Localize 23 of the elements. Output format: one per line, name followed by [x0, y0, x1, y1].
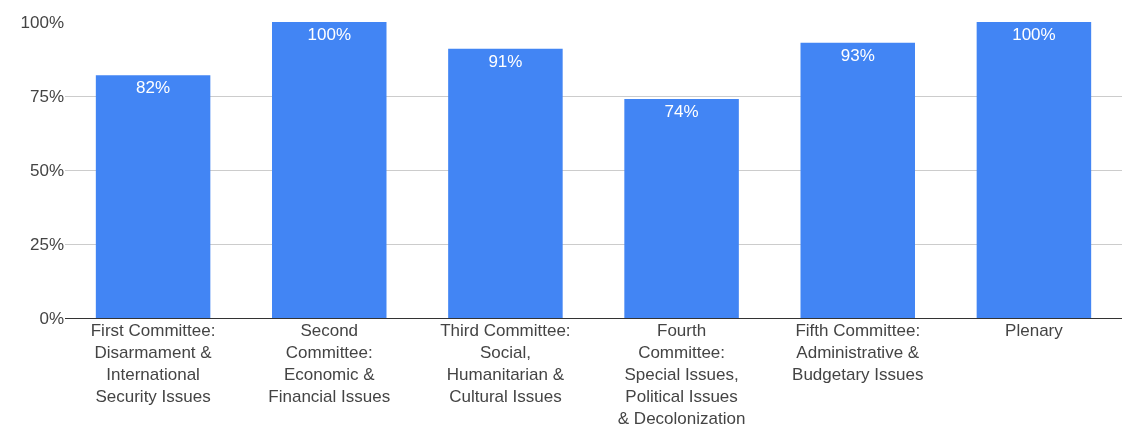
- x-tick-label: Second Committee: Economic & Financial Issues: [268, 321, 391, 407]
- x-tick-label: Third Committee: Social, Humanitarian & Cultural Issues: [440, 321, 571, 407]
- y-tick-label: 50%: [29, 160, 64, 180]
- y-tick-label: 75%: [29, 86, 64, 106]
- x-tick-label: Fifth Committee: Administrative & Budgetary Issues: [792, 321, 924, 385]
- data-label: 100%: [1012, 25, 1056, 44]
- bar: [448, 48, 563, 318]
- data-label: 91%: [488, 51, 523, 71]
- bar: [976, 22, 1092, 318]
- y-tick-label: 100%: [20, 12, 64, 32]
- bar: [272, 22, 387, 318]
- x-tick-label: Plenary: [1005, 321, 1064, 340]
- x-tick-label: Fourth Committee: Special Issues, Political Issues & Decolonization: [617, 321, 746, 429]
- data-label: 82%: [136, 78, 171, 98]
- y-tick-label: 0%: [39, 308, 64, 328]
- data-label: 100%: [307, 25, 351, 44]
- bar: [800, 42, 915, 318]
- x-tick-label: First Committee: Disarmament & International Security Issues: [90, 321, 216, 407]
- bar: [624, 98, 739, 318]
- data-label: 74%: [664, 101, 699, 121]
- y-tick-label: 25%: [29, 234, 64, 254]
- bar: [95, 75, 211, 318]
- data-label: 93%: [840, 45, 875, 65]
